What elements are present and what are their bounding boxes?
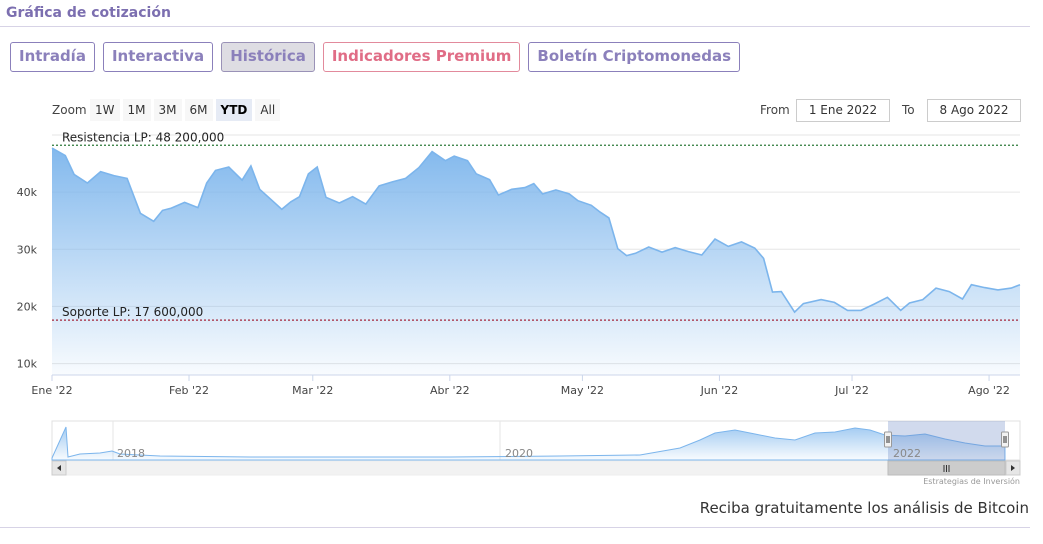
x-tick-label: Ago '22 xyxy=(968,384,1010,397)
tab-boletin-criptomonedas[interactable]: Boletín Criptomonedas xyxy=(528,42,741,72)
x-tick-label: Jul '22 xyxy=(834,384,869,397)
navigator-series xyxy=(51,426,1006,461)
y-tick-label: 30k xyxy=(17,243,38,256)
zoom-1w-button[interactable]: 1W xyxy=(90,99,120,121)
to-date-input[interactable]: 8 Ago 2022 xyxy=(927,99,1021,122)
x-tick-label: Abr '22 xyxy=(430,384,470,397)
navigator-year-label: 2020 xyxy=(505,447,533,460)
navigator-left-handle xyxy=(884,431,892,448)
zoom-label: Zoom xyxy=(52,103,87,117)
axes: 10k 20k 30k 40k Ene '22 Feb '22 Mar '22 Abr '22… xyxy=(17,186,1020,397)
x-tick-label: Mar '22 xyxy=(292,384,333,397)
plot-lines: Resistencia LP: 48 200,000 Soporte LP: 17… xyxy=(52,130,1020,321)
x-tick-label: Jun '22 xyxy=(700,384,739,397)
title-divider xyxy=(0,26,1030,27)
to-label: To xyxy=(902,103,915,117)
y-tick-label: 20k xyxy=(17,300,38,313)
y-tick-label: 10k xyxy=(17,358,38,371)
zoom-1m-button[interactable]: 1M xyxy=(122,99,151,121)
x-tick-label: May '22 xyxy=(561,384,604,397)
from-date-input[interactable]: 1 Ene 2022 xyxy=(796,99,890,122)
navigator-year-label: 2018 xyxy=(117,447,145,460)
navigator-year-label: 2022 xyxy=(893,447,921,460)
support-label: Soporte LP: 17 600,000 xyxy=(62,305,203,319)
credits-label[interactable]: Estrategias de Inversión xyxy=(923,476,1020,486)
price-series xyxy=(51,147,1021,375)
page-title: Gráfica de cotización xyxy=(6,5,171,21)
price-area-fill xyxy=(52,148,1020,375)
scrollbar-track xyxy=(51,460,1021,476)
zoom-button-group: 1W 1M 3M 6M YTD All xyxy=(90,99,281,121)
price-line xyxy=(51,147,1021,314)
navigator[interactable]: 2018 2020 2022 xyxy=(51,420,1021,476)
x-tick-label: Feb '22 xyxy=(169,384,209,397)
y-tick-label: 40k xyxy=(17,186,38,199)
tab-interactiva[interactable]: Interactiva xyxy=(102,42,214,72)
resistance-label: Resistencia LP: 48 200,000 xyxy=(62,130,224,144)
tab-historica[interactable]: Histórica xyxy=(221,42,315,72)
zoom-3m-button[interactable]: 3M xyxy=(153,99,182,121)
footer-divider xyxy=(0,527,1030,528)
chevron-right-icon xyxy=(1011,465,1015,471)
tab-bar: Intradía Interactiva Histórica Indicador… xyxy=(10,42,741,72)
tab-intradia[interactable]: Intradía xyxy=(10,42,95,72)
navigator-selection xyxy=(888,421,1005,460)
zoom-all-button[interactable]: All xyxy=(255,99,281,121)
navigator-right-handle xyxy=(1001,431,1009,448)
from-label: From xyxy=(760,103,790,117)
zoom-ytd-button[interactable]: YTD xyxy=(215,99,253,121)
chevron-left-icon xyxy=(57,465,61,471)
zoom-6m-button[interactable]: 6M xyxy=(184,99,213,121)
footer-cta[interactable]: Reciba gratuitamente los análisis de Bit… xyxy=(699,499,1029,517)
x-tick-label: Ene '22 xyxy=(31,384,72,397)
tab-indicadores-premium[interactable]: Indicadores Premium xyxy=(322,42,521,72)
